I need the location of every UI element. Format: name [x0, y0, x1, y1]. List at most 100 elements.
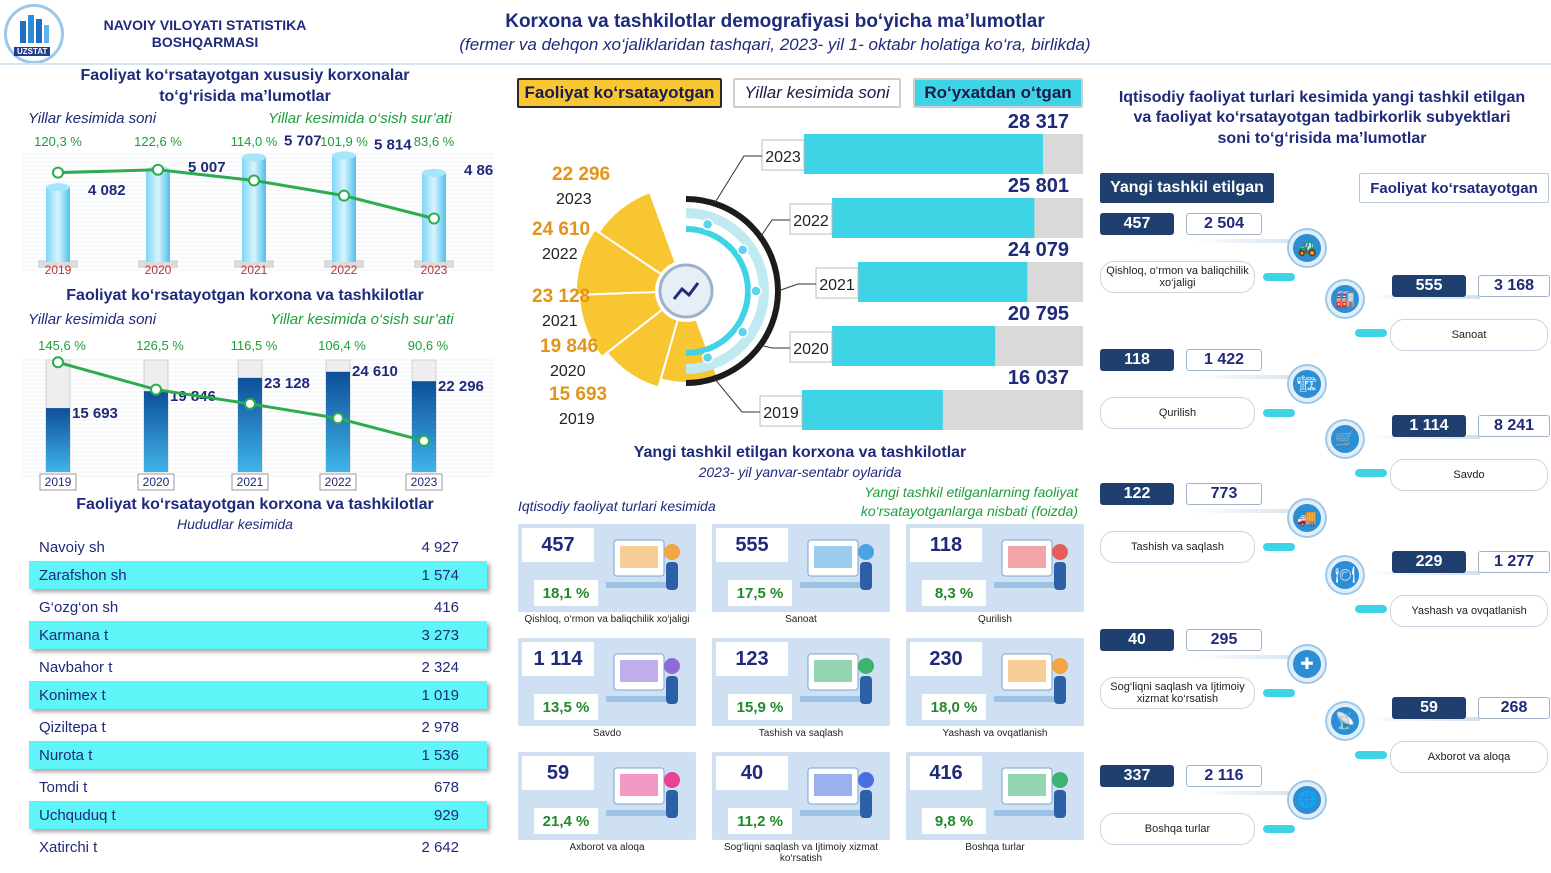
bar-year-label: 2019	[763, 405, 799, 422]
ring-dot	[736, 244, 749, 256]
card-count: 416	[910, 756, 982, 790]
center-radial-chart: 22 296 2023 24 610 2022 23 128 2021 19 846 2020…	[532, 111, 1083, 430]
card-percent: 18,1 %	[534, 580, 598, 606]
activity-card[interactable]: 1 114 13,5 %	[518, 638, 696, 726]
activity-card[interactable]: 230 18,0 %	[906, 638, 1084, 726]
sector-label: Sanoat	[1390, 319, 1548, 351]
data-label: 5 007	[188, 159, 226, 176]
crane-icon: 🏗	[1289, 366, 1325, 402]
region-value: 2 642	[421, 838, 459, 856]
activity-card[interactable]: 123 15,9 %	[712, 638, 890, 726]
activity-card[interactable]: 457 18,1 %	[518, 524, 696, 612]
card-count: 40	[716, 756, 788, 790]
pie-year-label: 2021	[542, 313, 578, 330]
year-box	[759, 395, 803, 427]
growth-label: 106,4 %	[318, 338, 366, 353]
cards-right-caption2: ko‘rsatayotganlarga nisbati (foizda)	[860, 503, 1078, 519]
tab-by-years[interactable]: Yillar kesimida soni	[733, 78, 901, 108]
page-subtitle: (fermer va dehqon xo‘jaliklaridan tashqa…	[459, 35, 1091, 54]
growth-label: 90,6 %	[408, 338, 449, 353]
card-label: Sog‘liqni saqlash va Ijtimoiy xizmat ko‘…	[724, 842, 878, 864]
tab-active-enterprises[interactable]: Faoliyat ko‘rsatayotgan	[517, 78, 722, 108]
card-illustration-icon	[600, 758, 690, 828]
card-label: Qurilish	[978, 614, 1012, 625]
region-value: 929	[433, 806, 459, 824]
card-percent: 18,0 %	[922, 694, 986, 720]
activity-card[interactable]: 40 11,2 %	[712, 752, 890, 840]
tab-operating[interactable]: Faoliyat ko‘rsatayotgan	[1359, 173, 1549, 203]
new-count-badge: 1 114	[1392, 415, 1466, 437]
right-title2: va faoliyat ko‘rsatayotgan tadbirkorlik …	[1133, 109, 1511, 126]
connector-line	[1365, 571, 1480, 575]
region-name: Konimex t	[39, 686, 106, 704]
bar-2021	[242, 157, 266, 262]
bar-2023	[804, 134, 1043, 174]
region-value: 1 574	[421, 566, 459, 584]
connector-tab	[1355, 469, 1387, 477]
bar-2019	[46, 187, 70, 262]
bar-base	[138, 260, 178, 268]
card-count: 230	[910, 642, 982, 676]
sector-label: Yashash va ovqatlanish	[1390, 595, 1548, 627]
card-percent: 21,4 %	[534, 808, 598, 834]
header-divider	[0, 63, 1551, 65]
year-box	[789, 331, 833, 363]
bar-2022	[832, 198, 1035, 238]
growth-point	[52, 356, 64, 369]
growth-label: 114,0 %	[231, 134, 278, 149]
new-count-badge: 229	[1392, 551, 1466, 573]
ring-dot	[701, 351, 714, 364]
card-illustration-icon	[600, 644, 690, 714]
region-value: 678	[433, 778, 459, 796]
region-value: 3 273	[421, 626, 459, 644]
tick-label: 2023	[421, 263, 448, 277]
tab-registered[interactable]: Ro‘yxatdan o‘tgan	[913, 78, 1083, 108]
tick-label: 2023	[411, 475, 438, 489]
pie-year-label: 2022	[542, 246, 578, 263]
logo: UZSTAT	[4, 4, 64, 64]
card-illustration-icon	[988, 530, 1078, 600]
card-count: 118	[910, 528, 982, 562]
growth-label: 101,9 %	[320, 134, 368, 149]
activity-card[interactable]: 59 21,4 %	[518, 752, 696, 840]
activity-card[interactable]: 118 8,3 %	[906, 524, 1084, 612]
growth-point	[52, 166, 64, 179]
growth-point	[338, 189, 350, 202]
bar-cap	[422, 168, 446, 177]
pie-value-label: 15 693	[549, 384, 607, 405]
bar-cap	[46, 183, 70, 192]
connector-line	[777, 283, 816, 292]
bar-2021	[238, 377, 262, 472]
logo-buildings-icon	[20, 15, 49, 43]
right-title1: Iqtisodiy faoliyat turlari kesimida yang…	[1118, 89, 1526, 106]
region-value: 1 536	[421, 746, 459, 764]
activity-card[interactable]: 555 17,5 %	[712, 524, 890, 612]
bar-base	[414, 260, 454, 268]
bar-cap	[332, 151, 356, 160]
tick-box	[137, 473, 175, 491]
activity-card[interactable]: 416 9,8 %	[906, 752, 1084, 840]
data-label: 15 693	[72, 405, 118, 422]
region-value: 416	[433, 598, 459, 616]
connector-line	[714, 378, 760, 413]
bar-base	[234, 260, 274, 268]
tab-newly-created[interactable]: Yangi tashkil etilgan	[1100, 173, 1274, 203]
card-count: 555	[716, 528, 788, 562]
region-name: Qiziltepa t	[39, 718, 106, 736]
region-name: Xatirchi t	[39, 838, 98, 856]
region-name: Navbahor t	[39, 658, 113, 676]
sector-label: Boshqa turlar	[1100, 813, 1255, 845]
growth-label: 120,3 %	[34, 134, 82, 149]
pie-year-label: 2023	[556, 191, 592, 208]
bar-value-label: 20 795	[1008, 303, 1069, 325]
sector-label: Tashish va saqlash	[1100, 531, 1255, 563]
tick-label: 2020	[145, 263, 172, 277]
pie-slice-2021	[578, 291, 664, 359]
left-top-legend-right: Yillar kesimida o‘sish sur’ati	[268, 110, 452, 127]
tick-label: 2020	[143, 475, 170, 489]
region-name: G‘ozg‘on sh	[39, 598, 119, 616]
card-label: Axborot va aloqa	[569, 842, 645, 853]
cyan-ring	[685, 226, 751, 356]
growth-label: 122,6 %	[134, 134, 182, 149]
